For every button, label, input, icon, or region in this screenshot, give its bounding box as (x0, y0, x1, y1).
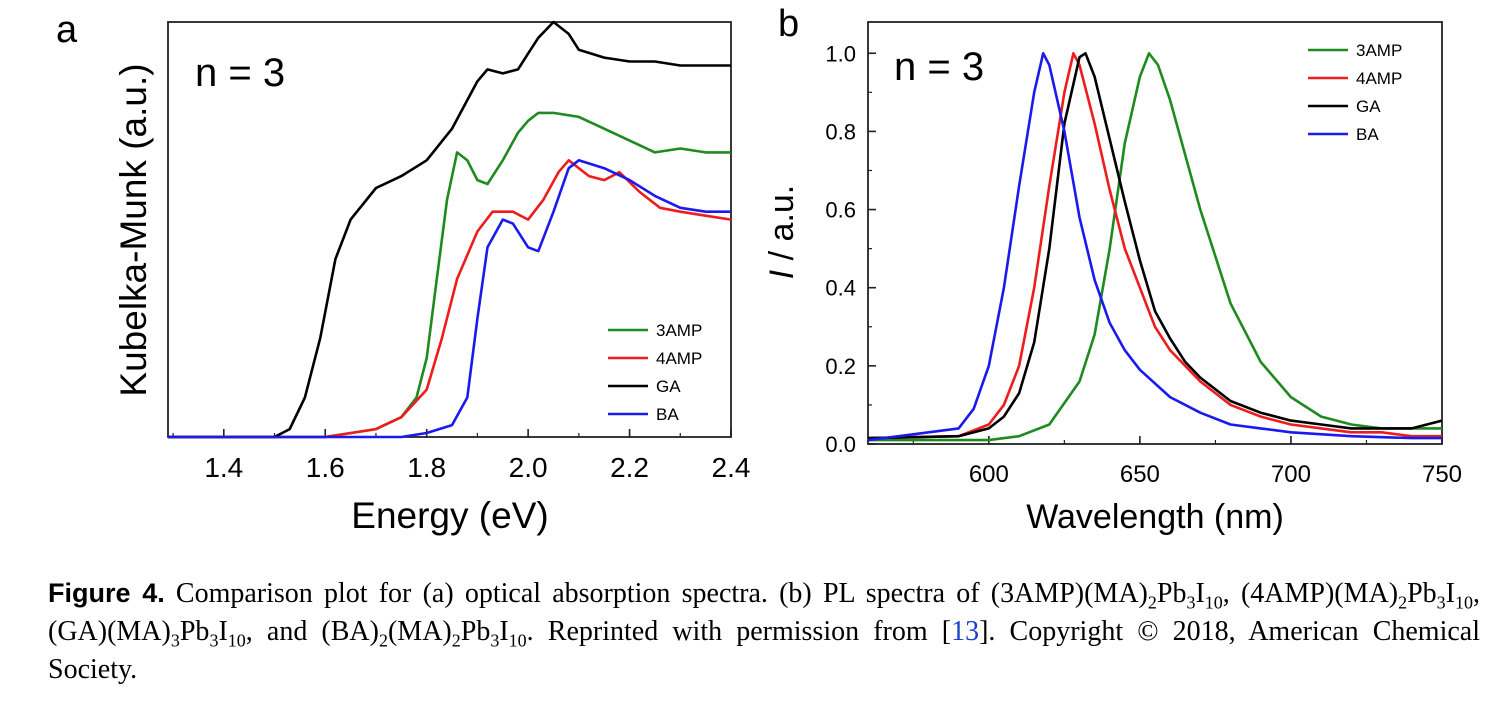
panel-b-annotation: n = 3 (894, 45, 984, 89)
caption-text: Pb (1156, 578, 1187, 609)
panel-a-legend: 3AMP 4AMP GA BA (608, 321, 702, 424)
x-tick-label: 2.4 (712, 452, 751, 483)
caption-sub: 10 (227, 630, 246, 651)
series-line-3amp (868, 51, 1442, 442)
x-tick-label: 2.0 (509, 452, 548, 483)
caption-sub: 10 (508, 630, 527, 651)
y-tick-label: 0.0 (825, 432, 856, 457)
y-tick-label: 0.8 (825, 119, 856, 144)
panel-a-letter: a (56, 9, 78, 51)
panel-a-ticks: 1.4 1.6 1.8 2.0 2.2 2.4 (172, 429, 751, 483)
caption-sub: 3 (1436, 592, 1446, 613)
legend-label-ba: BA (656, 405, 679, 424)
figure-caption: Figure 4. Comparison plot for (a) optica… (48, 574, 1480, 689)
caption-text: , and (BA) (245, 616, 379, 647)
panel-b-ticks: 600 650 700 750 0.0 0.2 0.4 0.6 0.8 1.0 (825, 41, 1462, 488)
x-tick-label: 600 (969, 461, 1009, 488)
panel-a-x-axis-title: Energy (eV) (351, 495, 548, 536)
panel-b-frame (867, 21, 1443, 445)
legend-label-3amp: 3AMP (656, 321, 702, 340)
caption-text: I (218, 616, 228, 647)
caption-sub: 3 (209, 630, 219, 651)
caption-sub: 3 (1186, 592, 1196, 613)
caption-text: (MA) (387, 616, 452, 647)
caption-text: . Reprinted with permission from [ (526, 616, 952, 647)
x-tick-label: 750 (1422, 461, 1462, 488)
panel-a-frame (167, 21, 732, 438)
caption-text: I (1195, 578, 1205, 609)
reference-link[interactable]: 13 (951, 616, 980, 647)
x-tick-label: 1.8 (407, 452, 446, 483)
caption-text: I (1445, 578, 1455, 609)
panel-b-x-axis-title: Wavelength (nm) (1026, 498, 1284, 536)
series-line-4amp (168, 159, 732, 439)
series-line-ga (867, 51, 1443, 440)
caption-sub: 2 (378, 630, 388, 651)
caption-sub: 10 (1454, 592, 1473, 613)
series-line-3amp (168, 111, 731, 439)
y-tick-label: 0.6 (825, 198, 856, 223)
panel-b-series (867, 51, 1443, 442)
caption-text: Pb (179, 616, 210, 647)
caption-text: , (GA)(MA) (48, 578, 1480, 647)
caption-label: Figure 4. (48, 578, 165, 608)
series-line-ga (168, 20, 731, 439)
caption-text: ]. Copyright © 2018, American Chemical S… (48, 616, 1480, 685)
caption-sub: 10 (1204, 592, 1223, 613)
caption-text: Comparison plot for (a) optical absorpti… (164, 578, 1148, 609)
panel-b-y-axis-title-rest: / a.u. (763, 185, 801, 270)
caption-sub: 3 (490, 630, 500, 651)
series-line-4amp (867, 51, 1442, 440)
panel-b-legend: 3AMP 4AMP GA BA (1308, 41, 1402, 144)
figure: a n = 3 1.4 1.6 1.8 2.0 2.2 2.4 3AMP4AMPGABA … (56, 3, 1462, 536)
y-tick-label: 0.4 (825, 276, 856, 301)
legend-label-ba: BA (1356, 125, 1379, 144)
y-tick-label: 1.0 (825, 41, 856, 66)
legend-label-4amp: 4AMP (1356, 69, 1402, 88)
panel-a-annotation: n = 3 (195, 51, 285, 95)
panel-b: b n = 3 600 650 700 750 0.0 0.2 0.4 0.6 0.8 1.0 3… (763, 3, 1462, 536)
panel-a-series (168, 20, 732, 439)
series-line-ba (168, 159, 731, 439)
x-tick-label: 2.2 (610, 452, 649, 483)
legend-label-3amp: 3AMP (1356, 41, 1402, 60)
caption-sub: 2 (1398, 592, 1408, 613)
panel-a: a n = 3 1.4 1.6 1.8 2.0 2.2 2.4 3AMP4AMPGABA … (56, 9, 750, 536)
panel-b-y-axis-title-italic: I (763, 269, 801, 279)
caption-sub: 2 (1147, 592, 1157, 613)
caption-sub: 3 (170, 630, 180, 651)
x-tick-label: 1.6 (306, 452, 345, 483)
x-tick-label: 700 (1271, 461, 1311, 488)
caption-text: Pb (460, 616, 491, 647)
legend-label-4amp: 4AMP (656, 349, 702, 368)
series-line-ba (867, 51, 1442, 442)
caption-text: , (4AMP)(MA) (1222, 578, 1399, 609)
y-tick-label: 0.2 (825, 354, 856, 379)
x-tick-label: 650 (1120, 461, 1160, 488)
caption-sub: 2 (451, 630, 461, 651)
x-tick-label: 1.4 (204, 452, 243, 483)
panel-a-y-axis-title: Kubelka-Munk (a.u.) (113, 63, 154, 396)
panel-b-y-axis-title: I / a.u. (763, 185, 801, 280)
legend-label-ga: GA (656, 377, 681, 396)
caption-text: Pb (1407, 578, 1437, 609)
legend-label-ga: GA (1356, 97, 1381, 116)
caption-text: I (499, 616, 509, 647)
panel-b-letter: b (778, 3, 799, 45)
